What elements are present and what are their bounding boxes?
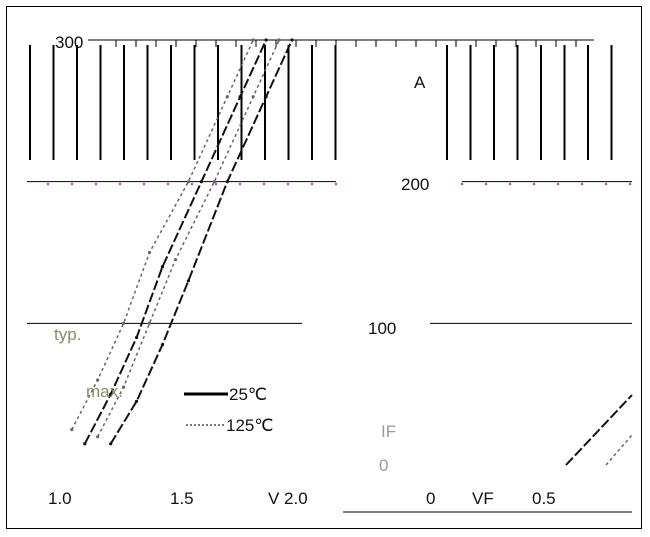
annotation-typ: typ. [54,325,81,344]
curve-point [251,38,255,42]
curve-point [173,258,178,262]
x-tick-label-1.5: 1.5 [170,489,194,508]
curve-point [135,399,139,403]
grid-dot [484,182,488,186]
grid-dot [556,182,560,186]
grid-dot [460,182,464,186]
curve-point [290,38,294,42]
chart-curves [70,38,633,466]
grid-dot [508,182,512,186]
curve-point [264,95,268,99]
grid-dot [238,182,242,186]
grid-dot [142,182,146,186]
y-unit-label: A [414,73,426,92]
curve-point [109,392,113,396]
curve-point [122,385,126,389]
curve-point [96,378,100,382]
curve-typ-125- [71,39,254,430]
curve-point [225,95,229,99]
grid-dot [214,182,218,186]
y-tick-label-300: 300 [55,33,83,52]
grid-dot [604,182,608,186]
grid-dot [310,182,314,186]
grid-dot [70,182,74,186]
curve-point [186,180,190,184]
curve-point [186,279,190,283]
grid-dot [94,182,98,186]
curve-right-fragment-25c [565,394,633,466]
curve-point [135,335,139,340]
grid-dot [532,182,536,186]
curve-point [238,95,242,99]
grid-dot [190,182,194,186]
curve-point [264,38,268,42]
curve-point [277,38,281,42]
grid-dot [46,182,50,186]
annotation-max: max. [86,382,123,401]
x-tick-label-2.0: V 2.0 [268,489,308,508]
curve-point [199,180,203,184]
x-tick-label-0: 0 [426,489,435,508]
curve-right-fragment-125c [605,434,633,466]
curve-point [147,321,152,325]
curve-point [96,435,100,439]
grid-dot [286,182,290,186]
chart-grid [27,39,632,513]
curve-point [160,343,165,347]
grid-dot [262,182,266,186]
grid-dot [628,182,632,186]
grid-dot [166,182,170,186]
legend-label-125c: 125℃ [226,416,273,435]
x-tick-label-0.5: 0.5 [532,489,556,508]
curve-point [212,180,216,184]
grid-dot [118,182,122,186]
curve-point [160,265,165,269]
y-tick-label-200: 200 [401,175,429,194]
legend-label-25c: 25℃ [229,385,267,404]
x-axis-label: VF [472,489,494,508]
y-axis-label: IF [381,422,396,441]
x-tick-label-1.0: 1.0 [48,489,72,508]
curve-point [109,442,113,446]
curve-point [70,428,74,432]
y-tick-label-100: 100 [368,319,396,338]
y-tick-label-0: 0 [379,456,388,475]
curve-point [83,442,87,446]
grid-dot [580,182,584,186]
curve-point [122,321,126,325]
curve-point [251,95,255,99]
curve-point [225,180,229,184]
curve-point [147,250,152,255]
grid-dot [334,182,338,186]
